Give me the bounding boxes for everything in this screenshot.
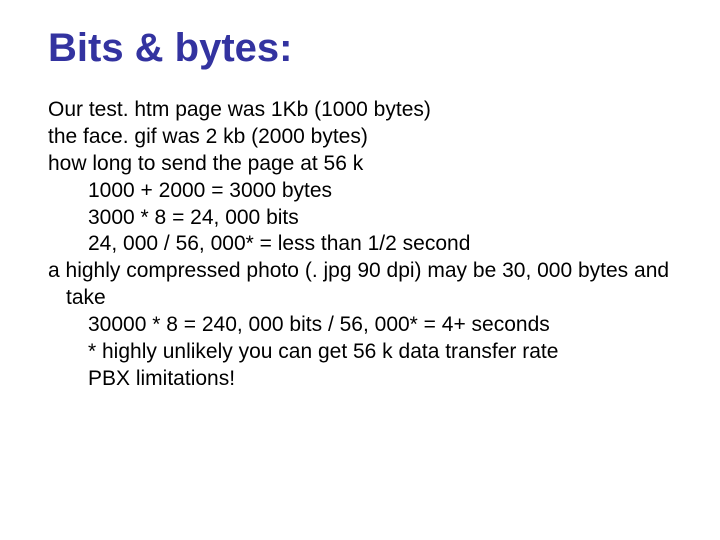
body-line-indented: 30000 * 8 = 240, 000 bits / 56, 000* = 4…	[48, 312, 680, 339]
body-line-indented: * highly unlikely you can get 56 k data …	[48, 339, 680, 366]
body-line-indented: 24, 000 / 56, 000* = less than 1/2 secon…	[48, 231, 680, 258]
body-line: the face. gif was 2 kb (2000 bytes)	[48, 124, 680, 151]
body-line: how long to send the page at 56 k	[48, 151, 680, 178]
body-line-indented: 1000 + 2000 = 3000 bytes	[48, 178, 680, 205]
body-line: a highly compressed photo (. jpg 90 dpi)…	[48, 258, 680, 312]
slide-title: Bits & bytes:	[48, 26, 680, 71]
slide: Bits & bytes: Our test. htm page was 1Kb…	[0, 0, 720, 540]
body-line-indented: 3000 * 8 = 24, 000 bits	[48, 205, 680, 232]
slide-body: Our test. htm page was 1Kb (1000 bytes) …	[48, 97, 680, 393]
body-line: Our test. htm page was 1Kb (1000 bytes)	[48, 97, 680, 124]
body-line-indented: PBX limitations!	[48, 366, 680, 393]
